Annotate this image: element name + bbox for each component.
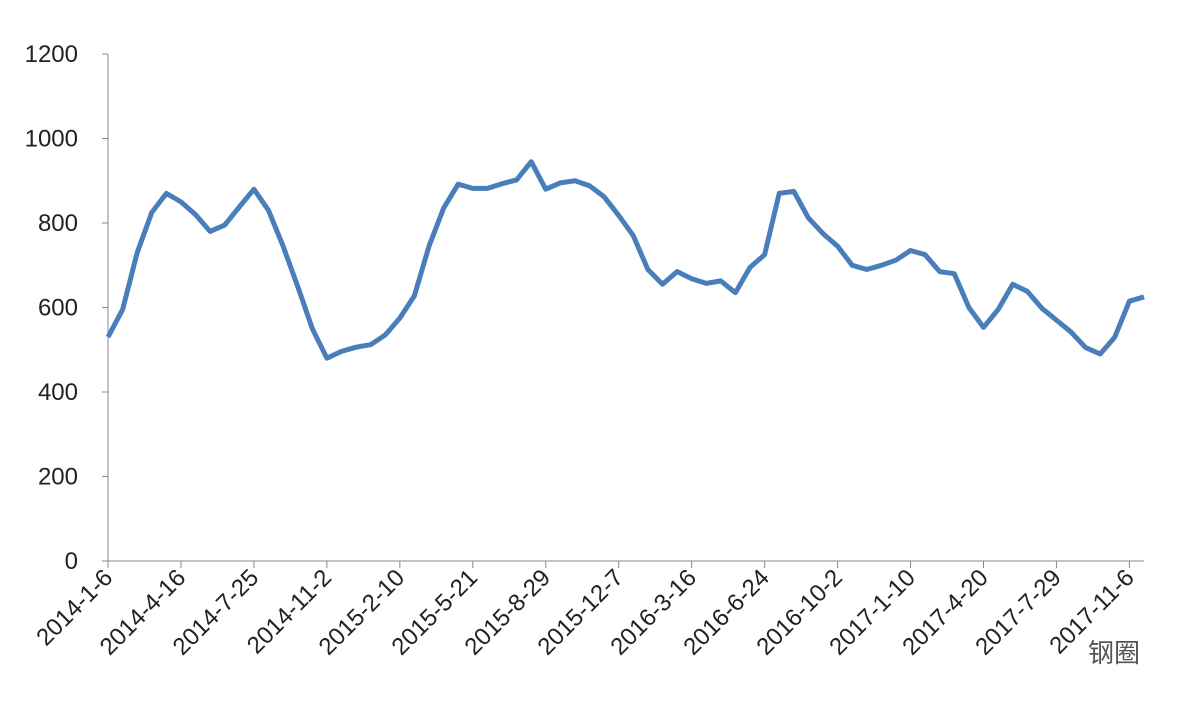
- y-tick-label: 600: [38, 295, 78, 322]
- y-tick-label: 0: [65, 548, 78, 575]
- watermark: 钢圈: [1088, 638, 1140, 668]
- y-tick-label: 400: [38, 379, 78, 406]
- y-tick-label: 1200: [25, 41, 78, 68]
- y-tick-label: 1000: [25, 126, 78, 153]
- y-tick-label: 800: [38, 210, 78, 237]
- y-tick-label: 200: [38, 464, 78, 491]
- line-series: [105, 159, 1145, 361]
